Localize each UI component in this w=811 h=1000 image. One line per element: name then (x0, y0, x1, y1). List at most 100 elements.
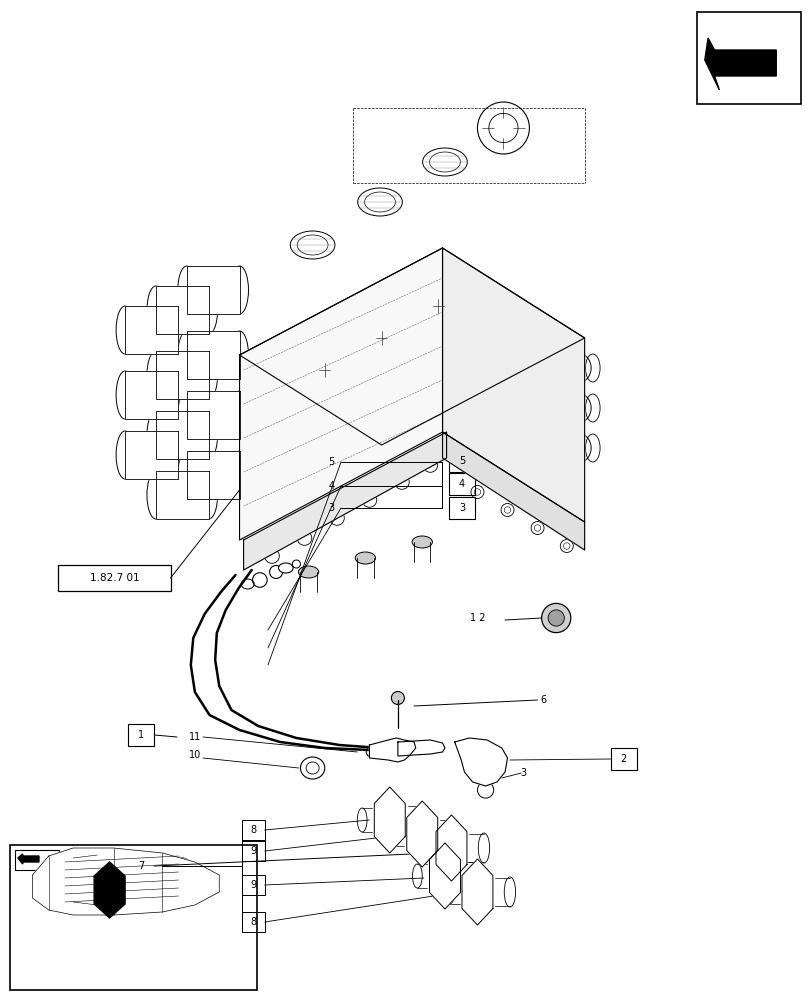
Ellipse shape (285, 412, 324, 438)
Ellipse shape (300, 757, 324, 779)
Circle shape (547, 610, 564, 626)
Polygon shape (239, 248, 442, 540)
Polygon shape (156, 471, 208, 519)
Polygon shape (125, 431, 178, 479)
Text: 1: 1 (138, 730, 144, 740)
Ellipse shape (341, 302, 380, 328)
Text: 7: 7 (138, 861, 144, 871)
Ellipse shape (230, 391, 248, 439)
Text: 9: 9 (250, 846, 256, 856)
Bar (448, 450, 474, 472)
Polygon shape (32, 848, 219, 915)
Polygon shape (187, 451, 239, 499)
Bar (58, 565, 170, 591)
Circle shape (541, 603, 570, 633)
Text: 1 2: 1 2 (470, 613, 485, 623)
Ellipse shape (169, 306, 187, 354)
Polygon shape (187, 266, 239, 314)
Ellipse shape (169, 431, 187, 479)
Ellipse shape (200, 471, 217, 519)
Polygon shape (704, 38, 775, 90)
Polygon shape (125, 306, 178, 354)
Bar (448, 473, 474, 495)
Ellipse shape (444, 880, 454, 904)
Ellipse shape (116, 431, 134, 479)
Ellipse shape (358, 188, 402, 216)
Bar (242, 875, 264, 895)
Polygon shape (239, 248, 584, 445)
Ellipse shape (423, 148, 467, 176)
Ellipse shape (116, 371, 134, 419)
Text: 3: 3 (519, 768, 526, 778)
Polygon shape (187, 391, 239, 439)
Text: 5: 5 (458, 456, 465, 466)
Polygon shape (156, 411, 208, 459)
Bar (610, 748, 636, 770)
Polygon shape (442, 432, 584, 550)
Ellipse shape (298, 566, 318, 578)
Ellipse shape (389, 822, 399, 846)
Polygon shape (374, 787, 405, 853)
Ellipse shape (478, 833, 489, 863)
Text: 10: 10 (189, 750, 201, 760)
Text: 3: 3 (458, 503, 465, 513)
Ellipse shape (230, 451, 248, 499)
Ellipse shape (116, 306, 134, 354)
Polygon shape (125, 371, 178, 419)
Text: 1.82.7 01: 1.82.7 01 (89, 573, 139, 583)
Ellipse shape (416, 805, 427, 835)
Ellipse shape (230, 331, 248, 379)
Polygon shape (461, 859, 492, 925)
Circle shape (391, 692, 404, 704)
Text: 6: 6 (540, 695, 547, 705)
Polygon shape (397, 740, 444, 756)
Ellipse shape (355, 552, 375, 564)
Polygon shape (94, 862, 125, 918)
Ellipse shape (504, 877, 515, 907)
Bar (10, 845, 257, 990)
Polygon shape (442, 248, 584, 522)
Ellipse shape (366, 746, 384, 758)
Ellipse shape (169, 371, 187, 419)
Text: 4: 4 (458, 479, 465, 489)
Text: 3: 3 (328, 503, 334, 513)
Polygon shape (156, 286, 208, 334)
Ellipse shape (412, 536, 431, 548)
Polygon shape (436, 815, 466, 881)
Bar (696, 12, 800, 104)
Polygon shape (429, 843, 460, 909)
Ellipse shape (200, 411, 217, 459)
Ellipse shape (357, 808, 367, 832)
Ellipse shape (278, 563, 293, 573)
Bar (128, 724, 154, 746)
Ellipse shape (178, 391, 195, 439)
Text: 8: 8 (250, 917, 256, 927)
Ellipse shape (230, 266, 248, 314)
Polygon shape (156, 351, 208, 399)
Polygon shape (406, 801, 437, 867)
Ellipse shape (418, 836, 428, 860)
Ellipse shape (412, 864, 422, 888)
Text: 2: 2 (620, 754, 626, 764)
Ellipse shape (448, 819, 460, 849)
Ellipse shape (471, 861, 483, 891)
Ellipse shape (178, 451, 195, 499)
Ellipse shape (178, 266, 195, 314)
Ellipse shape (147, 286, 165, 334)
Text: 11: 11 (189, 732, 201, 742)
Ellipse shape (285, 342, 324, 367)
Ellipse shape (178, 331, 195, 379)
Bar (242, 912, 264, 932)
Text: 5: 5 (328, 457, 334, 467)
Polygon shape (18, 854, 39, 864)
Polygon shape (454, 738, 507, 786)
Ellipse shape (147, 351, 165, 399)
Polygon shape (243, 432, 446, 570)
Ellipse shape (290, 231, 334, 259)
Text: 9: 9 (250, 880, 256, 890)
Ellipse shape (200, 286, 217, 334)
Ellipse shape (341, 372, 380, 397)
Polygon shape (369, 738, 415, 762)
Ellipse shape (147, 471, 165, 519)
Text: 8: 8 (250, 825, 256, 835)
